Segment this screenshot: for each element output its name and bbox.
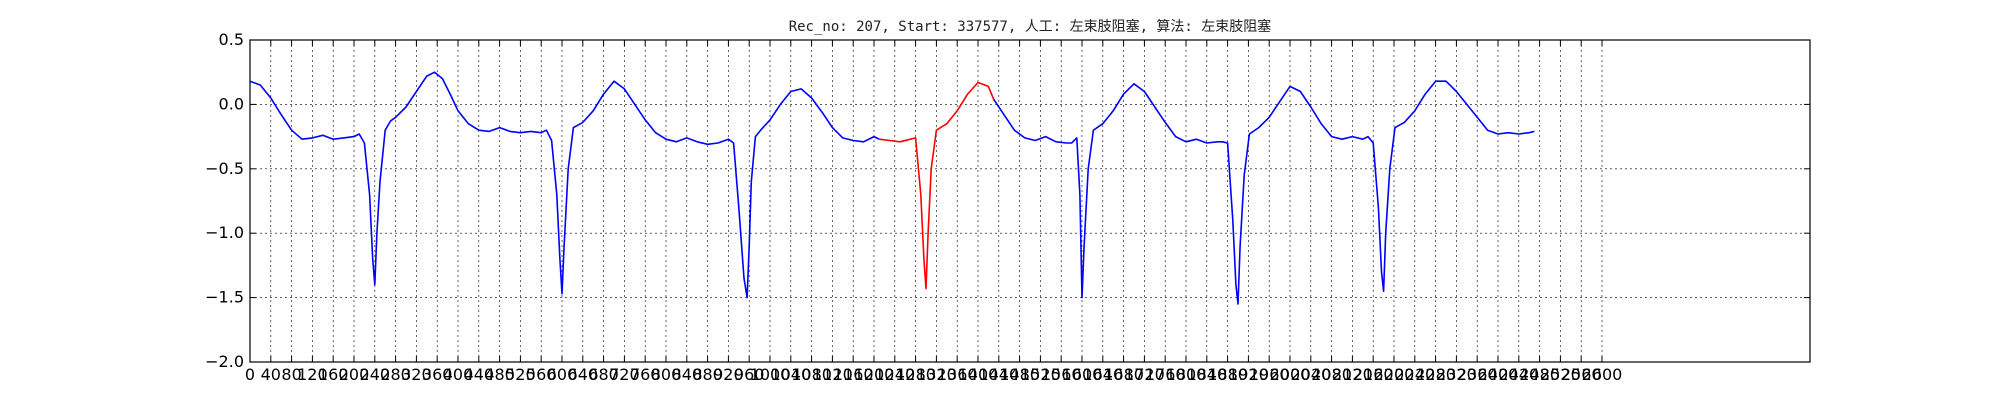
x-tick-label: 1040 xyxy=(770,365,811,384)
x-tick-label: 920 xyxy=(713,365,744,384)
y-tick-label: 0.5 xyxy=(219,30,244,49)
y-tick-label: 0.0 xyxy=(219,94,244,113)
x-tick-label: 280 xyxy=(380,365,411,384)
y-axis-ticks: 0.5 0.0 −0.5 −1.0 −1.5 −2.0 xyxy=(205,30,1810,371)
x-tick-label: 960 xyxy=(734,365,765,384)
chart-title: Rec_no: 207, Start: 337577, 人工: 左束肢阻塞, 算… xyxy=(788,19,1272,35)
y-tick-label: −1.0 xyxy=(205,223,244,242)
x-tick-label: 200 xyxy=(339,365,370,384)
x-tick-label: 840 xyxy=(672,365,703,384)
x-tick-label: 520 xyxy=(505,365,536,384)
y-tick-label: −0.5 xyxy=(205,159,244,178)
x-tick-label: 1280 xyxy=(895,365,936,384)
x-tick-label: 360 xyxy=(422,365,453,384)
x-tick-label: 1760 xyxy=(1145,365,1186,384)
x-tick-label: 1880 xyxy=(1207,365,1248,384)
x-tick-label: 320 xyxy=(401,365,432,384)
x-tick-label: 1360 xyxy=(937,365,978,384)
x-tick-label: 2000 xyxy=(1270,365,1311,384)
x-tick-label: 1200 xyxy=(854,365,895,384)
x-tick-label: 1120 xyxy=(812,365,853,384)
x-tick-label: 680 xyxy=(588,365,619,384)
x-tick-label: 2360 xyxy=(1457,365,1498,384)
x-tick-label: 2440 xyxy=(1498,365,1539,384)
x-tick-label: 1520 xyxy=(1020,365,1061,384)
x-tick-label: 1320 xyxy=(916,365,957,384)
plot-area xyxy=(249,39,1811,363)
x-tick-label: 440 xyxy=(464,365,495,384)
x-tick-label: 1440 xyxy=(978,365,1019,384)
x-tick-label: 600 xyxy=(547,365,578,384)
x-tick-label: 2160 xyxy=(1353,365,1394,384)
y-tick-label: −2.0 xyxy=(205,352,244,371)
ecg-series-line-2 xyxy=(879,81,995,290)
ecg-series-line-3 xyxy=(992,80,1535,305)
x-tick-label: 2400 xyxy=(1478,365,1519,384)
x-tick-label: 640 xyxy=(568,365,599,384)
x-tick-label: 720 xyxy=(609,365,640,384)
x-tick-label: 1680 xyxy=(1103,365,1144,384)
x-tick-label: 2040 xyxy=(1290,365,1331,384)
x-tick-label: 1080 xyxy=(791,365,832,384)
x-tick-label: 760 xyxy=(630,365,661,384)
x-tick-label: 0 xyxy=(245,365,255,384)
x-tick-label: 1000 xyxy=(750,365,791,384)
x-tick-label: 480 xyxy=(484,365,515,384)
x-tick-label: 400 xyxy=(443,365,474,384)
x-tick-label: 2600 xyxy=(1582,365,1623,384)
x-tick-label: 2240 xyxy=(1394,365,1435,384)
x-tick-label: 40 xyxy=(261,365,281,384)
x-tick-label: 1240 xyxy=(874,365,915,384)
x-tick-label: 2080 xyxy=(1311,365,1352,384)
x-tick-label: 1720 xyxy=(1124,365,1165,384)
x-tick-label: 1560 xyxy=(1041,365,1082,384)
y-tick-label: −1.5 xyxy=(205,288,244,307)
x-tick-label: 2560 xyxy=(1561,365,1602,384)
x-tick-label: 1800 xyxy=(1166,365,1207,384)
x-tick-label: 2320 xyxy=(1436,365,1477,384)
x-tick-label: 240 xyxy=(360,365,391,384)
x-tick-label: 2200 xyxy=(1374,365,1415,384)
x-tick-label: 120 xyxy=(297,365,328,384)
x-tick-label: 1960 xyxy=(1249,365,1290,384)
x-tick-label: 2120 xyxy=(1332,365,1373,384)
x-tick-label: 880 xyxy=(692,365,723,384)
x-tick-label: 1600 xyxy=(1062,365,1103,384)
x-tick-label: 1920 xyxy=(1228,365,1269,384)
x-tick-label: 80 xyxy=(281,365,301,384)
x-tick-label: 800 xyxy=(651,365,682,384)
x-axis-ticks: 0 40 8012016020024028032036040044048052056… xyxy=(245,40,1622,384)
x-tick-label: 1840 xyxy=(1186,365,1227,384)
x-tick-label: 2520 xyxy=(1540,365,1581,384)
x-tick-label: 2480 xyxy=(1519,365,1560,384)
x-tick-label: 1400 xyxy=(958,365,999,384)
x-tick-label: 160 xyxy=(318,365,349,384)
x-tick-label: 1640 xyxy=(1082,365,1123,384)
x-tick-label: 560 xyxy=(526,365,557,384)
x-tick-label: 1480 xyxy=(999,365,1040,384)
grid-lines xyxy=(250,40,1810,362)
series-group xyxy=(249,71,1535,305)
ecg-series-line-1 xyxy=(249,71,880,299)
x-tick-label: 1160 xyxy=(833,365,874,384)
x-tick-label: 2280 xyxy=(1415,365,1456,384)
